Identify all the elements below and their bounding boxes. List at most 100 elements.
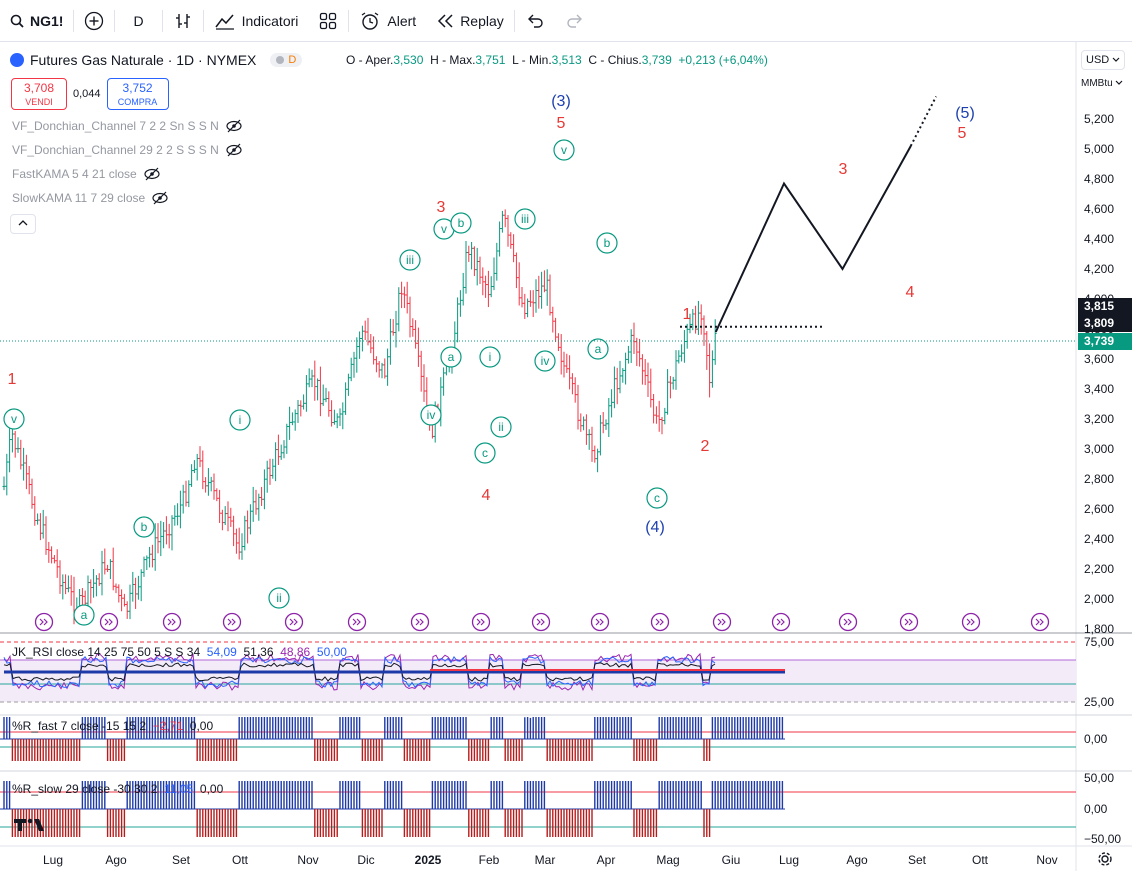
event-circle (410, 612, 430, 632)
ohlc-bar (402, 286, 406, 309)
indicators-button[interactable]: Indicatori (204, 0, 309, 42)
currency-selector[interactable]: USD (1081, 50, 1125, 70)
wave-label: i (489, 350, 492, 364)
price-tick-label: 4,200 (1084, 262, 1114, 276)
ohlc-bar (666, 369, 670, 415)
symbol-legend[interactable]: Futures Gas Naturale · 1D · NYMEX D (10, 52, 303, 68)
event-chevron (966, 618, 971, 626)
ohlc-bar (237, 527, 241, 560)
eye-hidden-icon[interactable] (225, 143, 243, 157)
collapse-legend-button[interactable] (10, 214, 36, 234)
eye-hidden-icon[interactable] (225, 119, 243, 133)
ohlc-bar (310, 369, 314, 388)
ohlc-bar (145, 555, 149, 571)
replay-button[interactable]: Replay (426, 0, 514, 42)
ohlc-bar (467, 245, 471, 262)
chart-svg[interactable]: 112334455(3)(4)(5)vvviiiiiiiiiiiiivivaaa… (0, 42, 1132, 871)
ohlc-bar (302, 394, 306, 410)
ohlc-bar (416, 327, 420, 367)
ohlc-bar (360, 325, 364, 352)
ohlc-bar (240, 533, 244, 560)
buy-button[interactable]: 3,752 COMPRA (106, 78, 169, 110)
ohlc-bar (192, 460, 196, 474)
ohlc-bar (638, 338, 642, 367)
ohlc-bar (363, 320, 367, 341)
layouts-button[interactable] (308, 0, 348, 42)
r-slow-name: %R_slow 29 close -30 30 2 (12, 782, 158, 796)
wave-label: v (441, 222, 447, 236)
eye-hidden-icon[interactable] (151, 191, 169, 205)
ohlc-bar (520, 286, 524, 308)
price-tick-label: 4,600 (1084, 202, 1114, 216)
sell-button[interactable]: 3,708 VENDI (11, 78, 67, 110)
wave-labels: 112334455(3)(4)(5)vvviiiiiiiiiiiiivivaaa… (3, 93, 975, 626)
trade-panel: 3,708 VENDI 0,044 3,752 COMPRA (11, 78, 169, 110)
event-chevron (352, 618, 357, 626)
ohlc-bar (394, 310, 398, 348)
alert-button[interactable]: Alert (349, 0, 426, 42)
wave-label: a (81, 608, 88, 622)
indicator-legend-4[interactable]: SlowKAMA 11 7 29 close (12, 191, 169, 205)
ohlc-bar (265, 460, 269, 493)
ohlc-bar (352, 351, 356, 378)
rsi-lines (3, 652, 785, 692)
wave-label: (4) (645, 519, 665, 536)
ohlc-bar (232, 515, 236, 547)
price-tick-label: 5,000 (1084, 142, 1114, 156)
ohlc-bar (696, 300, 700, 335)
event-chevron (536, 618, 541, 626)
event-chevron (356, 618, 361, 626)
eye-hidden-icon[interactable] (143, 167, 161, 181)
ohlc-bar (456, 297, 460, 343)
ohlc-bar (629, 329, 633, 363)
indicator-legend-1[interactable]: VF_Donchian_Channel 7 2 2 Sn S S N (12, 119, 243, 133)
ohlc-bar (142, 556, 146, 577)
ohlc-bar (458, 290, 462, 317)
indicator-legend-3[interactable]: FastKAMA 5 4 21 close (12, 167, 161, 181)
ohlc-bar (190, 464, 194, 487)
ohlc-bar (299, 400, 303, 417)
ohlc-bar (61, 574, 65, 600)
ohlc-bar (162, 522, 166, 549)
ohlc-bar (484, 275, 488, 298)
status-dot-icon (276, 56, 285, 64)
ohlc-bar (13, 430, 17, 458)
ohlc-bar (408, 296, 412, 338)
event-chevron (43, 618, 48, 626)
interval-button[interactable]: D (115, 0, 161, 42)
event-chevron (289, 618, 294, 626)
ohlc-bar (383, 358, 387, 379)
wave-label: 3 (839, 161, 848, 178)
wave-label: iii (406, 253, 414, 267)
indicator-legend-2[interactable]: VF_Donchian_Channel 29 2 2 S S S N (12, 143, 243, 157)
wave-label: 1 (8, 371, 17, 388)
ohlc-bar (276, 434, 280, 466)
chart-type-button[interactable] (163, 0, 203, 42)
r-fast-legend[interactable]: %R_fast 7 close -15 15 2 −2,71 0,00 (12, 719, 213, 733)
r-slow-legend[interactable]: %R_slow 29 close -30 30 2 11,05 0,00 (12, 782, 223, 796)
ohlc-bar (598, 415, 602, 456)
ohlc-bar (173, 505, 177, 526)
undo-button[interactable] (515, 0, 555, 42)
r-slow-tick-label: −50,00 (1084, 832, 1121, 846)
settings-gear-icon[interactable] (1097, 851, 1113, 867)
buy-price: 3,752 (122, 81, 153, 95)
symbol-search-button[interactable]: NG1! (0, 0, 73, 42)
rewind-icon (438, 13, 453, 28)
event-marker-icon (531, 612, 551, 632)
compare-button[interactable] (74, 0, 114, 42)
ohlc-bar (234, 528, 238, 554)
rsi-legend[interactable]: JK_RSI close 14 25 75 50 5 S S 34 54,09 … (12, 645, 347, 659)
time-axis: Lug Ago Set Ott Nov Dic 2025 Feb Mar Apr Mag Giu Lug… (43, 853, 1058, 867)
event-marker-icon (99, 612, 119, 632)
ohlc-bar (663, 407, 667, 425)
redo-button[interactable] (555, 0, 595, 42)
ohlc-bar (691, 308, 695, 331)
unit-selector[interactable]: MMBtu (1081, 78, 1123, 89)
separator (513, 9, 515, 32)
ohlc-bar (369, 334, 373, 354)
ohlc-bar (699, 304, 703, 335)
chart-area[interactable]: 1 1 2 3 3 4 4 5 5 (3) (4) (5) v v v i i ii ii iii iii iv iv a a a… (0, 42, 1132, 871)
ohlc-bar (710, 350, 714, 388)
event-chevron (227, 618, 232, 626)
